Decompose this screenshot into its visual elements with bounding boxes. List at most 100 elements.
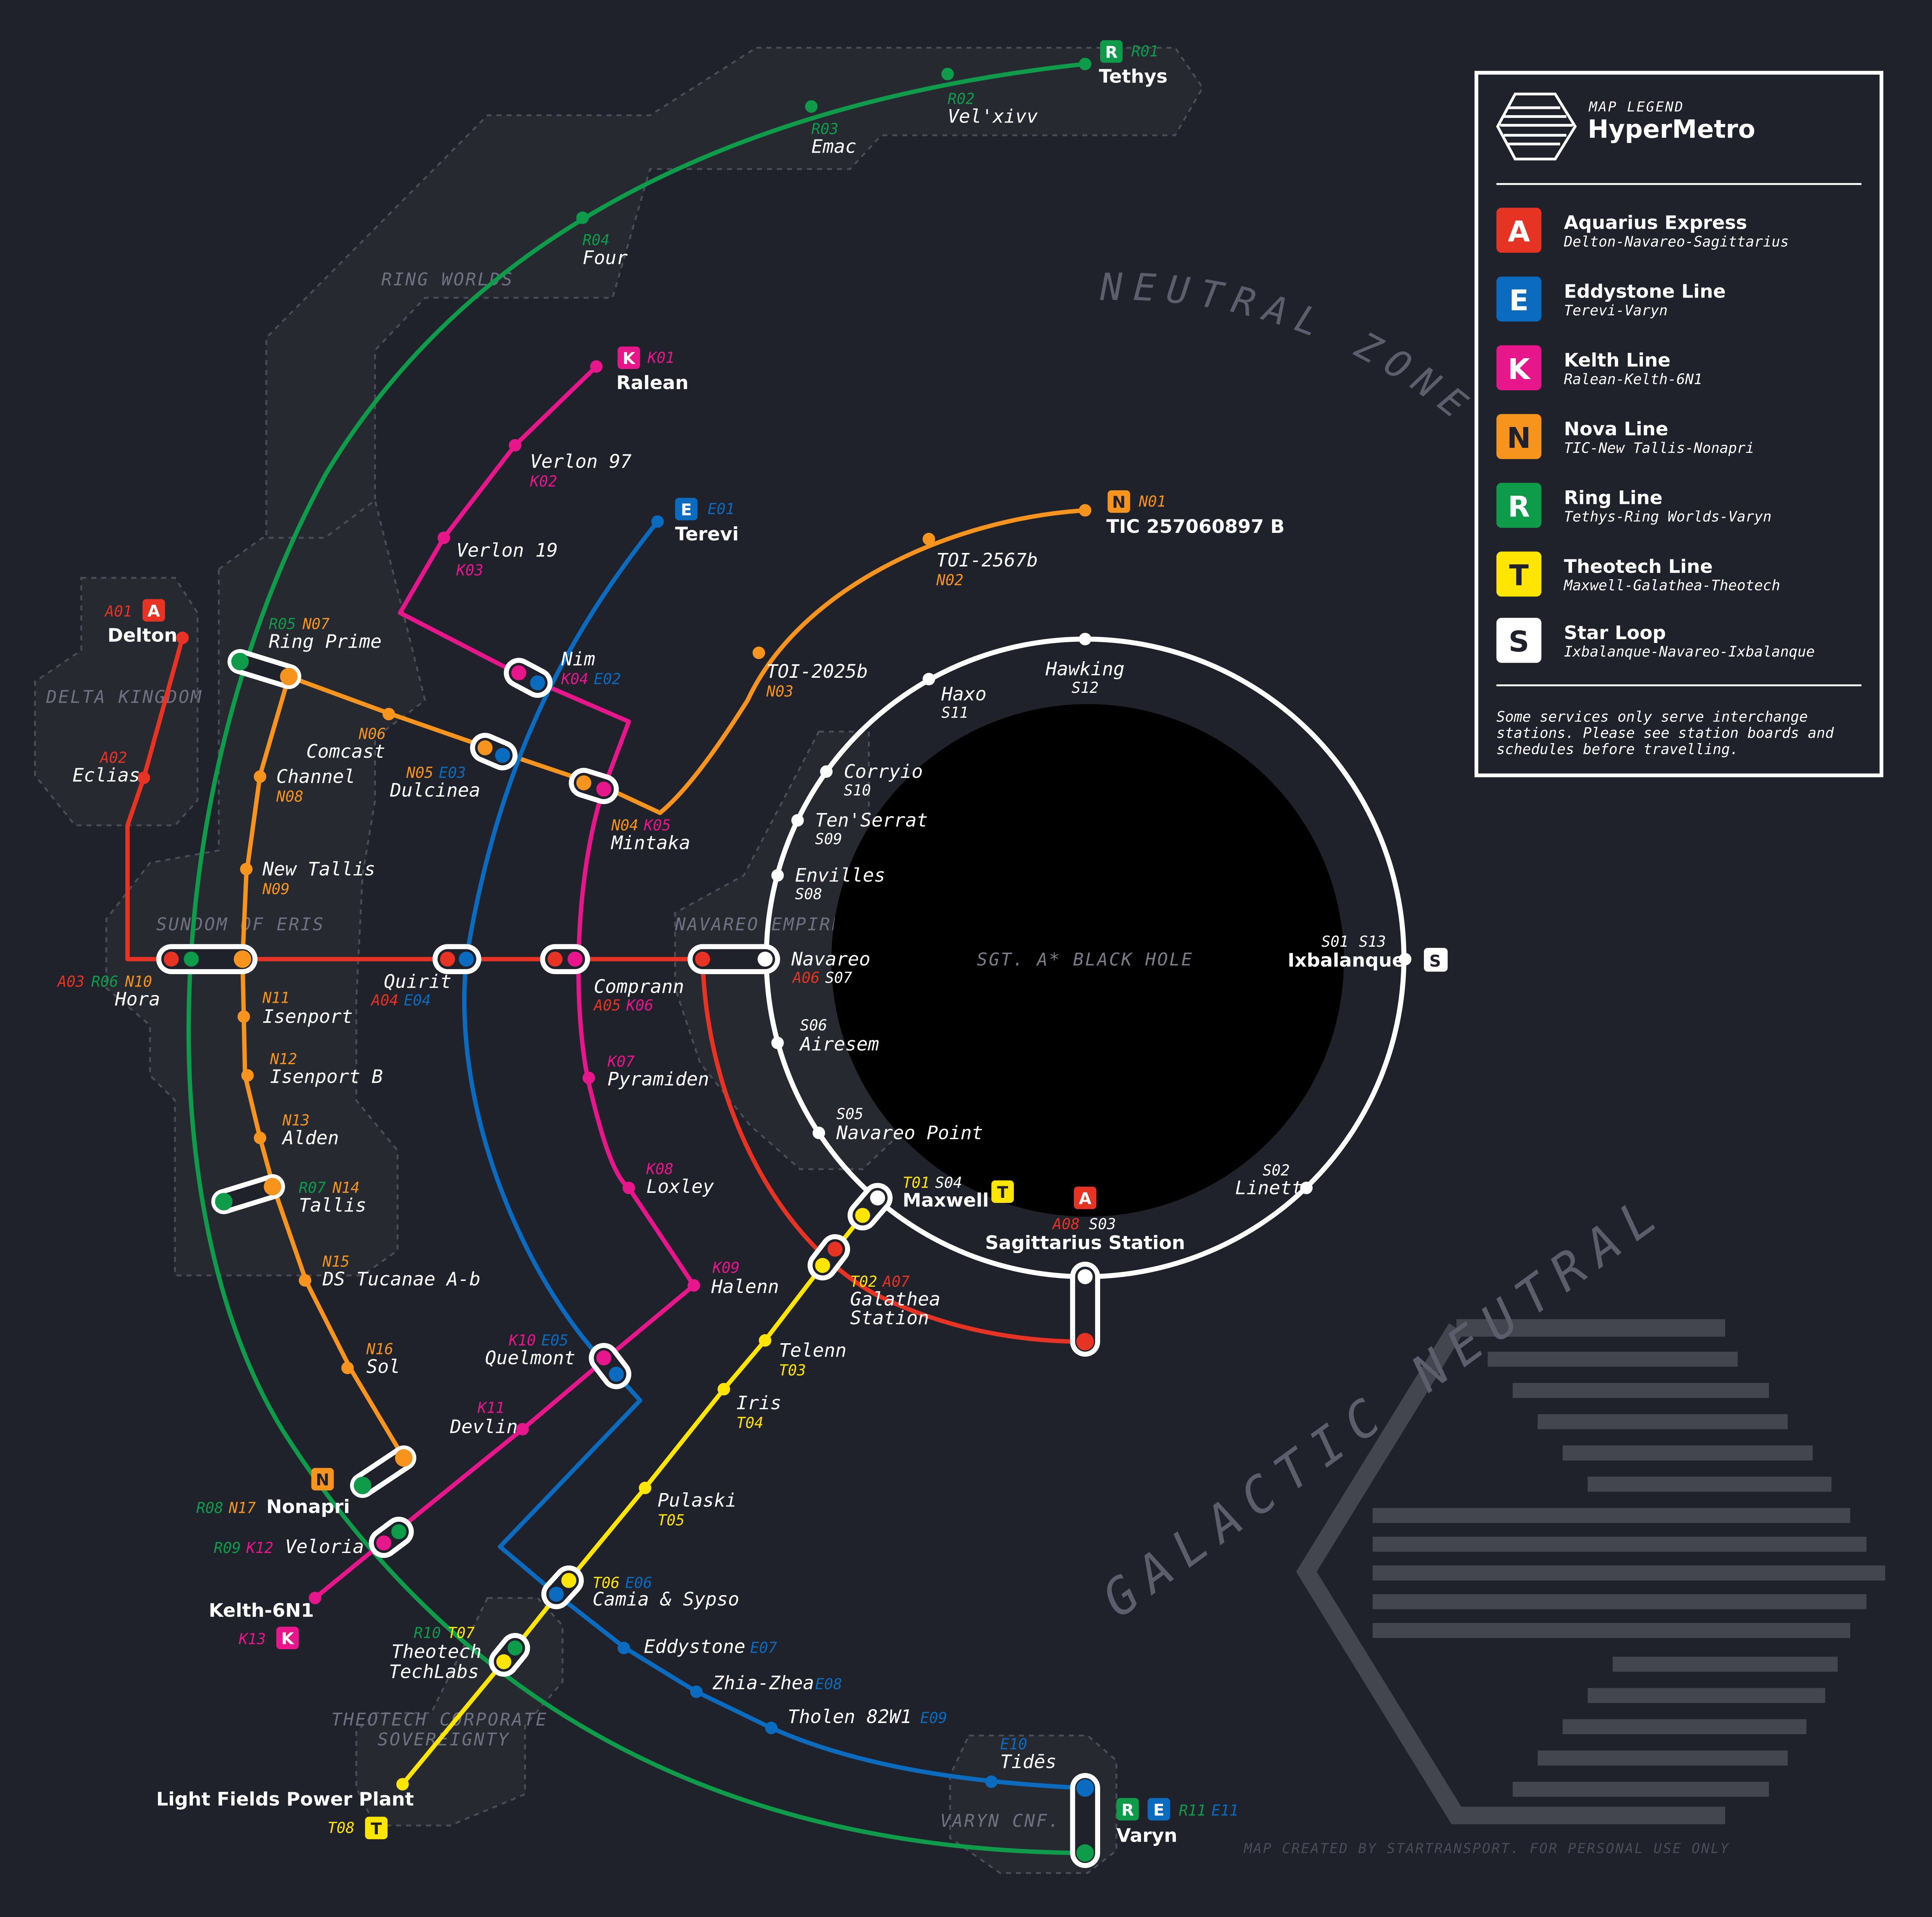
station-code-dstucanae: N15 — [322, 1253, 350, 1271]
station-code-comcast: N06 — [359, 726, 386, 743]
station-name-dstucanae: DS Tucanae A-b — [322, 1269, 481, 1290]
station-name-comcast: Comcast — [306, 741, 385, 762]
station-code-galathea-t: T02 — [850, 1273, 877, 1291]
station-name-sol: Sol — [366, 1356, 400, 1378]
station-code-haxo: S11 — [941, 704, 968, 722]
station-name-tic: TIC 257060897 B — [1106, 516, 1284, 538]
legend-name-aquarius: Aquarius Express — [1564, 212, 1747, 234]
station-name-dulcinea: Dulcinea — [389, 780, 480, 801]
station-name-four: Four — [583, 247, 628, 269]
line-ring — [186, 61, 1087, 1856]
legend-route-star-loop: Ixbalanque-Navareo-Ixbalanque — [1564, 643, 1815, 660]
station-code-maxwell-s: S04 — [935, 1174, 962, 1192]
legend-route-nova: TIC-New Tallis-Nonapri — [1564, 439, 1754, 456]
station-code-devlin: K11 — [477, 1400, 505, 1417]
legend-letter-k: K — [1508, 352, 1531, 386]
station-name-velxivv: Vel'xivv — [947, 106, 1038, 128]
station-code-kelth: K13 — [238, 1631, 266, 1648]
station-name-newtallis: New Tallis — [262, 858, 375, 880]
line-aquarius — [125, 635, 1087, 1344]
station-code-quirit-a: A04 — [370, 992, 398, 1009]
station-name-quelmont: Quelmont — [485, 1347, 575, 1369]
station-name-iris: Iris — [736, 1392, 782, 1414]
station-code-sagittarius-s: S03 — [1089, 1216, 1116, 1233]
station-code-tethys: R01 — [1131, 43, 1158, 60]
station-name-theotech-2: TechLabs — [389, 1661, 479, 1682]
station-code-nim-k: K04 — [561, 670, 588, 688]
station-code-tholen: E09 — [920, 1709, 947, 1727]
station-name-nim: Nim — [561, 648, 595, 670]
svg-text:T: T — [997, 1183, 1008, 1202]
station-code-velxivv: R02 — [947, 90, 975, 108]
legend-route-ring: Tethys-Ring Worlds-Varyn — [1564, 508, 1771, 525]
station-code-comprann-a: A05 — [593, 997, 621, 1014]
legend-name-nova: Nova Line — [1564, 418, 1668, 440]
station-name-ralean: Ralean — [616, 372, 689, 394]
station-code-tic: N01 — [1138, 493, 1166, 510]
station-name-lightfields: Light Fields Power Plant — [156, 1788, 414, 1810]
legend-letter-s: S — [1509, 625, 1529, 658]
legend-route-kelth: Ralean-Kelth-6N1 — [1564, 371, 1702, 388]
station-labels: R01 Tethys R02 Vel'xivv R03 Emac R04 Fou… — [56, 43, 1405, 1846]
legend-name-eddystone: Eddystone Line — [1564, 281, 1726, 303]
station-code-lightfields: T08 — [328, 1820, 355, 1837]
station-code-camia-t: T06 — [593, 1574, 620, 1592]
station-name-toi2567: TOI-2567b — [936, 549, 1038, 571]
station-name-zhiazhea: Zhia-Zhea — [712, 1672, 814, 1694]
svg-text:K: K — [281, 1629, 294, 1648]
station-name-devlin: Devlin — [450, 1416, 518, 1437]
station-code-newtallis: N09 — [262, 881, 289, 898]
black-hole — [831, 704, 1344, 1217]
svg-text:A: A — [148, 602, 160, 621]
region-label-delta-kingdom: DELTA KINGDOM — [46, 687, 203, 707]
station-code-nonapri-r: R08 — [196, 1499, 223, 1517]
station-name-hora: Hora — [115, 988, 160, 1010]
station-dots — [137, 58, 1412, 1862]
legend-item-star-loop: S Star Loop Ixbalanque-Navareo-Ixbalanqu… — [1496, 617, 1815, 663]
station-code-dulcinea-n: N05 — [406, 764, 433, 782]
map-badges: R K E N A S T A N K T R E — [142, 40, 1448, 1839]
station-code-quelmont-e: E05 — [541, 1332, 568, 1349]
legend-route-theotech: Maxwell-Galathea-Theotech — [1563, 577, 1780, 594]
map-credit: MAP CREATED BY STARTRANSPORT. FOR PERSON… — [1243, 1840, 1730, 1856]
station-code-quirit-e: E04 — [404, 992, 431, 1009]
station-code-camia-e: E06 — [625, 1574, 652, 1592]
station-name-eddystone: Eddystone — [644, 1636, 745, 1658]
station-code-mintaka-n: N04 — [611, 817, 638, 834]
station-name-quirit: Quirit — [384, 971, 451, 993]
station-name-airesem: Airesem — [799, 1033, 879, 1055]
legend-item-eddystone: E Eddystone Line Terevi-Varyn — [1496, 276, 1726, 322]
station-name-ringprime: Ring Prime — [269, 631, 382, 653]
station-name-tethys: Tethys — [1099, 66, 1168, 87]
legend-letter-n: N — [1507, 421, 1531, 455]
station-code-quelmont-k: K10 — [509, 1332, 536, 1349]
station-code-zhiazhea: E08 — [815, 1676, 842, 1693]
station-code-terevi: E01 — [707, 500, 735, 518]
station-code-mintaka-k: K05 — [643, 817, 671, 834]
station-code-toi2025: N03 — [766, 683, 793, 701]
station-code-verlon19: K03 — [456, 562, 483, 579]
line-kelth — [313, 364, 696, 1601]
station-name-nonapri: Nonapri — [266, 1496, 350, 1517]
station-code-tides: E10 — [1000, 1736, 1027, 1753]
station-name-terevi: Terevi — [675, 523, 739, 545]
legend-letter-a: A — [1508, 215, 1530, 248]
legend-name-theotech: Theotech Line — [1564, 556, 1713, 577]
station-name-isenport: Isenport — [262, 1006, 353, 1027]
station-code-tenserrat: S09 — [815, 830, 842, 848]
station-code-navareo-s: S07 — [825, 970, 852, 987]
station-name-navareo: Navareo — [791, 948, 870, 970]
legend-name-ring: Ring Line — [1564, 487, 1662, 509]
station-name-linett: Linett — [1235, 1177, 1303, 1199]
station-name-maxwell: Maxwell — [903, 1190, 989, 1211]
station-name-eclias: Eclias — [73, 765, 140, 786]
station-code-channel: N08 — [276, 788, 303, 805]
station-name-galathea-2: Station — [850, 1307, 929, 1329]
station-code-ixbalanque-1: S01 — [1321, 933, 1349, 951]
legend-title: HyperMetro — [1588, 115, 1755, 144]
station-code-dulcinea-e: E03 — [439, 764, 466, 782]
station-name-isenportb: Isenport B — [270, 1066, 383, 1087]
legend-item-theotech: T Theotech Line Maxwell-Galathea-Theotec… — [1496, 551, 1780, 597]
station-name-telenn: Telenn — [779, 1340, 847, 1361]
